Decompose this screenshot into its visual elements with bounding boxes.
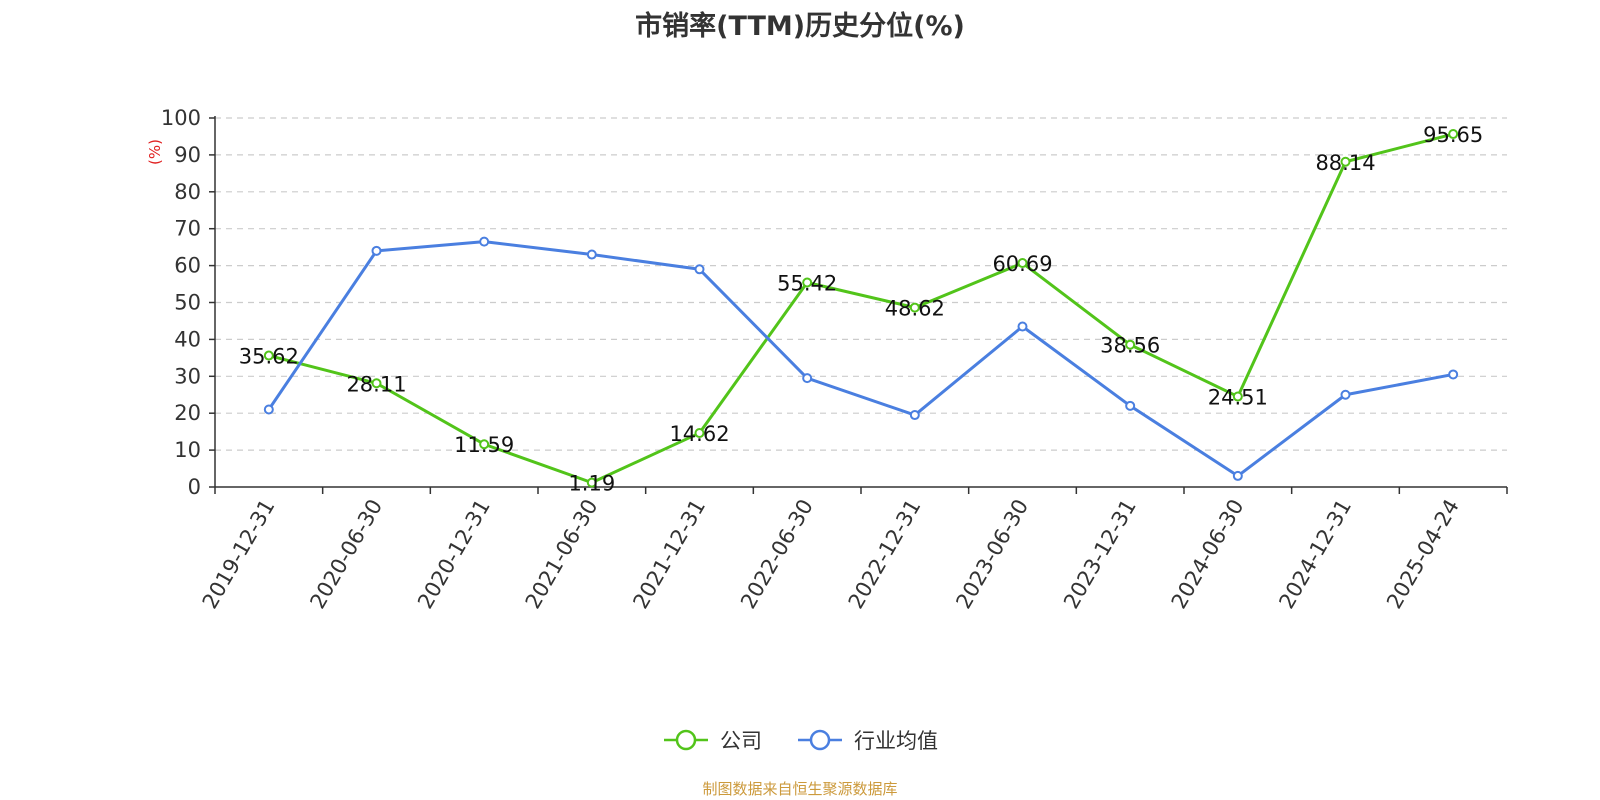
series-point-1 bbox=[586, 249, 597, 260]
x-tick-label: 2023-06-30 bbox=[951, 495, 1033, 613]
data-label: 88.14 bbox=[1315, 151, 1375, 175]
series-point-0 bbox=[1448, 129, 1459, 140]
legend-label: 公司 bbox=[720, 729, 762, 753]
data-label: 24.51 bbox=[1208, 386, 1268, 410]
series-point-0 bbox=[479, 439, 490, 450]
y-tick-label: 0 bbox=[188, 475, 201, 499]
y-tick-label: 60 bbox=[174, 254, 201, 278]
series-point-1 bbox=[479, 236, 490, 247]
chart-title: 市销率(TTM)历史分位(%) bbox=[635, 11, 965, 42]
data-label: 55.42 bbox=[777, 272, 837, 296]
data-label: 60.69 bbox=[992, 252, 1052, 276]
y-tick-label: 10 bbox=[174, 438, 201, 462]
data-labels: 35.62 28.11 11.59 1.19 14.62 55.42 48.62 60.69 3… bbox=[239, 123, 1483, 496]
legend-label: 行业均值 bbox=[854, 729, 938, 753]
x-tick-label: 2021-12-31 bbox=[628, 495, 710, 613]
y-tick-label: 20 bbox=[174, 401, 201, 425]
series-point-0 bbox=[694, 428, 705, 439]
x-tick-label: 2022-12-31 bbox=[844, 495, 926, 613]
data-label: 1.19 bbox=[568, 472, 615, 496]
series-line-1 bbox=[267, 240, 1454, 478]
y-tick-label: 100 bbox=[161, 106, 201, 130]
y-tick-label: 90 bbox=[174, 143, 201, 167]
y-tick-label: 50 bbox=[174, 291, 201, 315]
series-point-1 bbox=[371, 245, 382, 256]
legend-item-1[interactable]: 行业均值 bbox=[796, 725, 938, 755]
data-label: 14.62 bbox=[669, 422, 729, 446]
x-tick-label: 2019-12-31 bbox=[198, 495, 280, 613]
data-label: 28.11 bbox=[346, 372, 406, 396]
series-point-1 bbox=[909, 410, 920, 421]
x-tick-label: 2022-06-30 bbox=[736, 495, 818, 613]
series-point-0 bbox=[586, 477, 597, 488]
series-point-1 bbox=[694, 264, 705, 275]
series-line-0 bbox=[268, 132, 1454, 485]
legend: 公司 行业均值 bbox=[0, 720, 1600, 760]
y-axis-label: (%) bbox=[146, 139, 164, 165]
series-point-0 bbox=[1017, 258, 1028, 269]
y-tick-label: 70 bbox=[174, 217, 201, 241]
series-point-1 bbox=[1017, 321, 1028, 332]
series-point-0 bbox=[1340, 156, 1351, 167]
legend-item-0[interactable]: 公司 bbox=[662, 725, 762, 755]
data-label: 35.62 bbox=[239, 345, 299, 369]
data-label: 11.59 bbox=[454, 433, 514, 457]
series-point-0 bbox=[371, 378, 382, 389]
x-tick-label: 2023-12-31 bbox=[1059, 495, 1141, 613]
series-point-1 bbox=[1448, 369, 1459, 380]
series-point-0 bbox=[1125, 339, 1136, 350]
legend-marker-icon bbox=[798, 729, 842, 751]
series-point-1 bbox=[802, 373, 813, 384]
y-tick-label: 30 bbox=[174, 364, 201, 388]
x-tick-label: 2020-06-30 bbox=[305, 495, 387, 613]
x-tick-label: 2020-12-31 bbox=[413, 495, 495, 613]
y-tick-label: 40 bbox=[174, 327, 201, 351]
series-point-0 bbox=[909, 302, 920, 313]
series-point-0 bbox=[263, 350, 274, 361]
series-point-1 bbox=[1232, 470, 1243, 481]
data-label: 48.62 bbox=[885, 297, 945, 321]
data-label: 95.65 bbox=[1423, 123, 1483, 147]
series-point-0 bbox=[802, 277, 813, 288]
series-point-0 bbox=[1232, 391, 1243, 402]
axes: 0 10 20 30 40 50 60 70 80 90 100 (%) 2019-12-31 2020-… bbox=[146, 106, 1508, 613]
data-label: 38.56 bbox=[1100, 334, 1160, 358]
x-tick-label: 2024-06-30 bbox=[1167, 495, 1249, 613]
x-tick-label: 2024-12-31 bbox=[1274, 495, 1356, 613]
x-tick-label: 2025-04-24 bbox=[1382, 495, 1464, 613]
source-note: 制图数据来自恒生聚源数据库 bbox=[702, 780, 898, 798]
series-lines bbox=[263, 129, 1459, 488]
series-point-1 bbox=[263, 404, 274, 415]
series-point-1 bbox=[1125, 400, 1136, 411]
series-point-1 bbox=[1340, 389, 1351, 400]
y-tick-label: 80 bbox=[174, 180, 201, 204]
x-tick-label: 2021-06-30 bbox=[521, 495, 603, 613]
legend-marker-icon bbox=[664, 729, 708, 751]
